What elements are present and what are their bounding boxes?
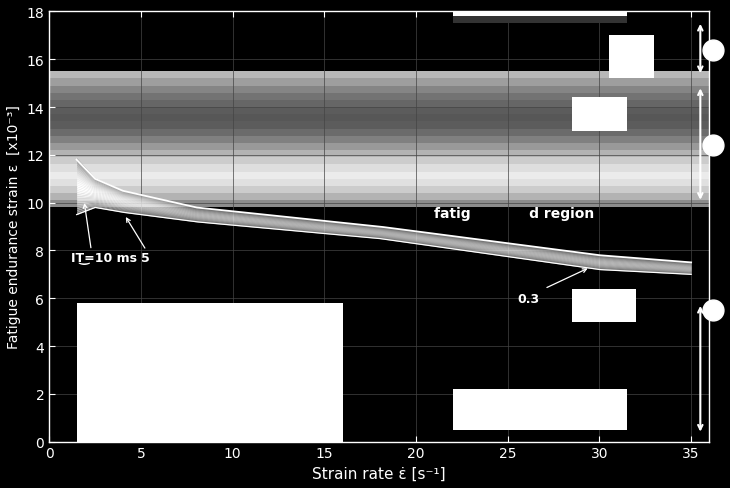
X-axis label: Strain rate ε̇ [s⁻¹]: Strain rate ε̇ [s⁻¹] [312, 466, 446, 481]
Bar [49, 180, 710, 186]
Bar [49, 151, 710, 158]
Bar [572, 98, 627, 132]
Bar [49, 172, 710, 180]
Bar [49, 72, 710, 79]
Text: fatig            d region: fatig d region [434, 207, 595, 221]
Bar [49, 79, 710, 86]
Bar [49, 194, 710, 201]
Bar [49, 143, 710, 151]
Bar [572, 289, 636, 323]
Bar [453, 389, 627, 430]
Text: 5: 5 [141, 252, 150, 264]
Y-axis label: Fatigue endurance strain ε  [x10⁻³]: Fatigue endurance strain ε [x10⁻³] [7, 105, 21, 349]
Bar [49, 129, 710, 137]
Bar [49, 186, 710, 194]
Bar [609, 36, 655, 79]
Text: 0.3: 0.3 [517, 292, 539, 305]
Bar [49, 86, 710, 94]
Bar [49, 115, 710, 122]
Bar [49, 165, 710, 172]
Bar [49, 101, 710, 108]
Bar [49, 122, 710, 129]
Bar [77, 304, 342, 442]
Bar [453, 0, 627, 24]
Bar [453, 0, 627, 17]
Bar [49, 201, 710, 208]
Text: IT͜=10 ms: IT͜=10 ms [71, 252, 137, 264]
Bar [49, 158, 710, 165]
Bar [49, 94, 710, 101]
Bar [49, 108, 710, 115]
Bar [49, 137, 710, 143]
